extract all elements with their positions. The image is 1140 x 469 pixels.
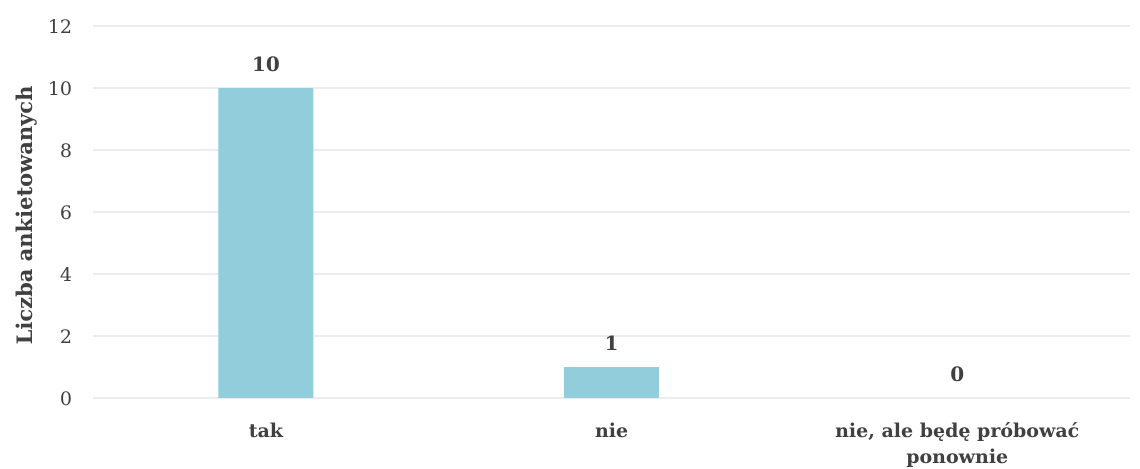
x-axis-category-labels: tak nie nie, ale będę próbować ponownie [249, 420, 1080, 468]
y-axis-tick-labels: 0 2 4 6 8 10 12 [48, 16, 72, 410]
y-tick-label: 6 [60, 202, 72, 224]
x-tick-label-3: nie, ale będę próbować ponownie [835, 420, 1079, 468]
data-label-1: 10 [252, 52, 280, 76]
bars [218, 88, 659, 398]
y-tick-label: 10 [48, 78, 72, 100]
y-tick-label: 12 [48, 16, 72, 38]
bar-1 [218, 88, 314, 398]
y-tick-label: 2 [60, 326, 72, 348]
bar-2 [564, 367, 659, 398]
x-tick-label-1: tak [249, 420, 284, 442]
y-axis-title: Liczba ankietowanych [12, 86, 37, 345]
y-tick-label: 4 [60, 264, 72, 286]
data-label-2: 1 [605, 331, 619, 355]
y-tick-label: 0 [60, 388, 72, 410]
y-tick-label: 8 [60, 140, 72, 162]
x-tick-label-2: nie [595, 420, 628, 442]
data-label-3: 0 [950, 362, 964, 386]
